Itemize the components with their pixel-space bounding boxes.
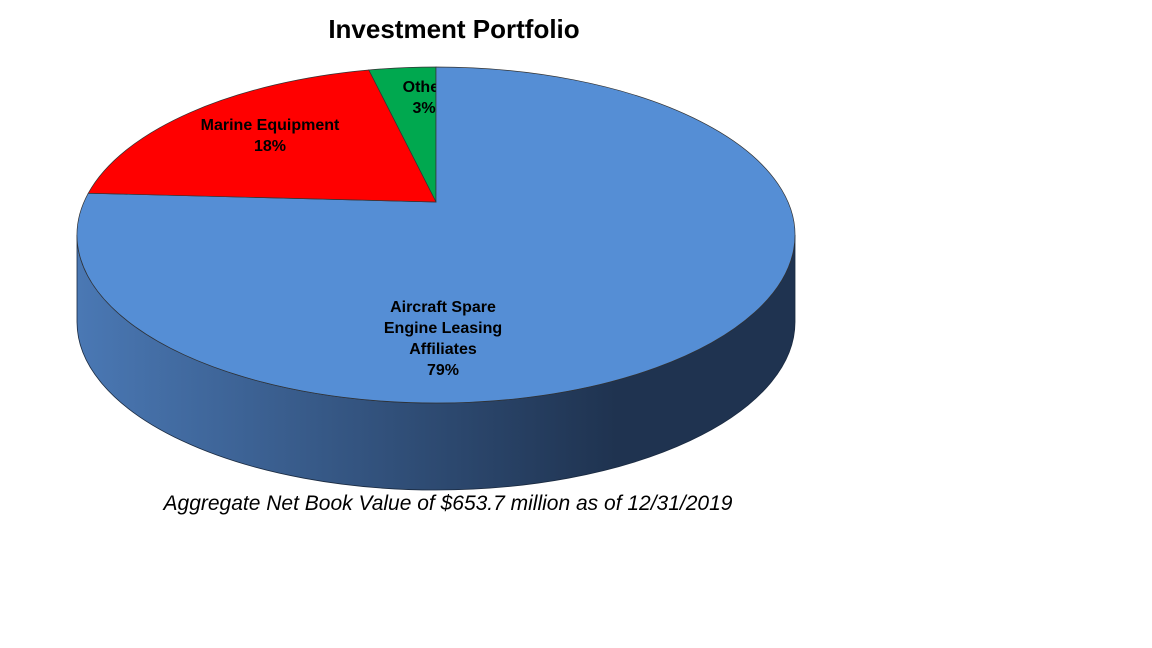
slice-percent-label: 3%	[412, 100, 435, 117]
slice-label: Other	[403, 79, 446, 96]
slice-label: Affiliates	[409, 341, 477, 358]
pie-slice	[87, 69, 437, 203]
slice-label: Aircraft Spare	[390, 299, 496, 316]
slice-label: Marine Equipment	[201, 117, 340, 134]
chart-title: Investment Portfolio	[328, 14, 580, 44]
slice-percent-label: 79%	[427, 362, 459, 379]
slice-label: Engine Leasing	[384, 320, 502, 337]
pie-slice	[76, 66, 796, 404]
slice-percent-label: 18%	[254, 138, 286, 155]
chart-caption: Aggregate Net Book Value of $653.7 milli…	[163, 492, 733, 515]
